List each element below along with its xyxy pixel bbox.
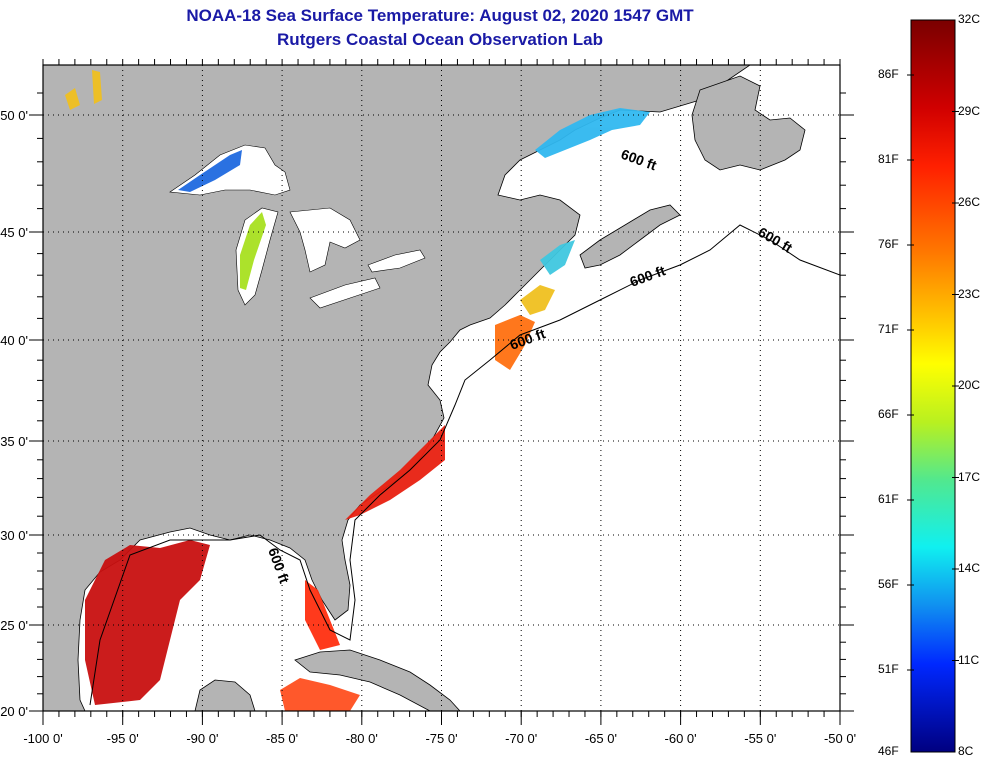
colorbar (910, 19, 956, 753)
colorbar-label-fahrenheit: 86F (878, 67, 899, 81)
sst-caribbean (280, 678, 360, 711)
x-tick-label: -90 0' (186, 731, 218, 746)
land-newfoundland (691, 75, 806, 171)
colorbar-label-fahrenheit: 56F (878, 577, 899, 591)
map-body (43, 65, 840, 711)
colorbar-label-fahrenheit: 81F (878, 152, 899, 166)
x-axis-labels: -100 0' -95 0' -90 0' -85 0' -80 0' -75 0' -70… (23, 731, 856, 746)
lake-erie (309, 277, 381, 309)
colorbar-label-fahrenheit: 46F (878, 744, 899, 758)
land-nova-scotia (579, 204, 681, 269)
x-tick-label: -65 0' (585, 731, 617, 746)
sst-st-lawrence (535, 108, 650, 158)
colorbar-label-fahrenheit: 51F (878, 662, 899, 676)
sst-gulf-maine (540, 240, 575, 275)
y-tick-label: 30 0' (0, 528, 28, 543)
colorbar-label-celsius: 23C (958, 286, 981, 301)
lake-huron (289, 207, 361, 273)
x-tick-label: -50 0' (824, 731, 856, 746)
y-axis-labels: 50 0' 45 0' 40 0' 35 0' 30 0' 25 0' 20 0' (0, 108, 28, 719)
y-tick-label: 50 0' (0, 108, 28, 123)
colorbar-label-celsius: 32C (958, 12, 981, 26)
x-tick-label: -80 0' (346, 731, 378, 746)
lake-ontario (367, 249, 426, 273)
land-north-america (43, 65, 751, 711)
sst-cape-cod (520, 285, 555, 315)
x-tick-label: -75 0' (425, 731, 457, 746)
sst-se-coast (345, 425, 445, 520)
colorbar-label-celsius: 8C (958, 744, 974, 758)
colorbar-label-fahrenheit: 76F (878, 237, 899, 251)
map-title: NOAA-18 Sea Surface Temperature: August … (186, 6, 694, 25)
sst-superior (178, 150, 242, 192)
colorbar-ticks (907, 74, 959, 671)
x-tick-label: -60 0' (665, 731, 697, 746)
sst-west-gulf (85, 540, 210, 705)
y-tick-label: 20 0' (0, 704, 28, 719)
x-tick-label: -95 0' (107, 731, 139, 746)
colorbar-label-celsius: 29C (958, 103, 981, 118)
map-subtitle: Rutgers Coastal Ocean Observation Lab (277, 30, 603, 49)
axis-ticks (29, 59, 854, 725)
land-cuba (294, 649, 461, 711)
depth-contour-600ft (89, 224, 840, 706)
colorbar-label-fahrenheit: 66F (878, 407, 899, 421)
land-yucatan (194, 679, 256, 711)
colorbar-label-celsius: 26C (958, 195, 981, 209)
x-tick-label: -55 0' (744, 731, 776, 746)
y-tick-label: 45 0' (0, 225, 28, 240)
colorbar-label-celsius: 11C (958, 652, 980, 667)
y-tick-label: 40 0' (0, 333, 28, 348)
y-tick-label: 25 0' (0, 618, 28, 633)
x-tick-label: -85 0' (266, 731, 298, 746)
x-tick-label: -100 0' (23, 731, 62, 746)
colorbar-label-fahrenheit: 61F (878, 492, 899, 506)
colorbar-label-celsius: 20C (958, 378, 981, 392)
colorbar-label-celsius: 17C (958, 469, 981, 484)
colorbar-label-fahrenheit: 71F (878, 322, 899, 336)
sst-mid-atlantic (495, 315, 535, 370)
sst-michigan (240, 212, 266, 290)
x-tick-label: -70 0' (505, 731, 537, 746)
colorbar-label-celsius: 14C (958, 561, 981, 575)
sst-hudson-bay (65, 70, 102, 110)
y-tick-label: 35 0' (0, 434, 28, 449)
sst-data (65, 70, 650, 711)
